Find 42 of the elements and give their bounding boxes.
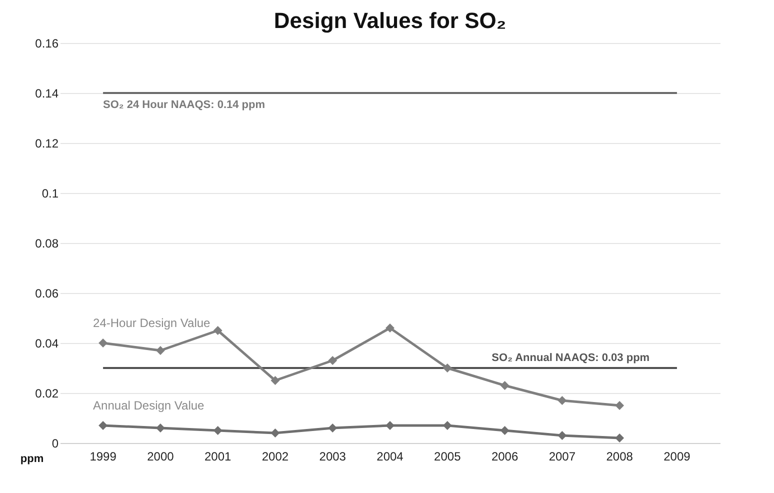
x-tick-label: 2008 xyxy=(606,450,634,464)
point xyxy=(386,324,394,332)
point xyxy=(156,346,165,355)
chart-title: Design Values for SO₂ xyxy=(274,8,506,33)
x-tick-label: 2002 xyxy=(262,450,289,464)
x-tick-label: 2001 xyxy=(204,450,232,464)
y-tick-label: 0.02 xyxy=(35,386,59,400)
y-tick-label: 0.14 xyxy=(35,86,59,100)
point xyxy=(615,434,624,442)
point xyxy=(500,426,510,435)
point xyxy=(386,421,394,430)
point xyxy=(213,426,222,435)
point xyxy=(98,338,108,348)
x-tick-label: 2000 xyxy=(147,450,174,464)
point xyxy=(558,431,567,440)
y-tick-label: 0.08 xyxy=(35,236,59,250)
x-tick-label: 2007 xyxy=(548,450,576,464)
y-axis-title: ppm xyxy=(20,453,44,465)
point xyxy=(500,381,510,390)
point xyxy=(270,376,280,385)
ref-line-label: SO₂ Annual NAAQS: 0.03 ppm xyxy=(492,352,650,364)
y-tick-label: 0.06 xyxy=(35,286,59,300)
point xyxy=(328,356,338,365)
y-tick-label: 0.12 xyxy=(35,136,59,150)
ref-line-label: SO₂ 24 Hour NAAQS: 0.14 ppm xyxy=(103,99,266,111)
y-tick-label: 0.04 xyxy=(35,336,59,350)
point xyxy=(558,396,567,405)
point xyxy=(270,428,280,438)
point xyxy=(442,364,452,372)
y-tick-label: 0 xyxy=(52,436,59,450)
x-tick-label: 2003 xyxy=(319,450,346,464)
x-tick-label: 2009 xyxy=(664,450,691,464)
x-tick-label: 2006 xyxy=(491,450,518,464)
y-tick-label: 0.1 xyxy=(42,186,59,200)
point xyxy=(615,401,624,410)
x-tick-label: 2004 xyxy=(376,450,404,464)
series-label: 24-Hour Design Value xyxy=(93,316,211,330)
y-tick-label: 0.16 xyxy=(35,36,59,50)
x-tick-label: 2005 xyxy=(434,450,462,464)
x-tick-label: 1999 xyxy=(90,450,117,464)
series-label: Annual Design Value xyxy=(93,398,205,412)
point xyxy=(213,326,222,335)
